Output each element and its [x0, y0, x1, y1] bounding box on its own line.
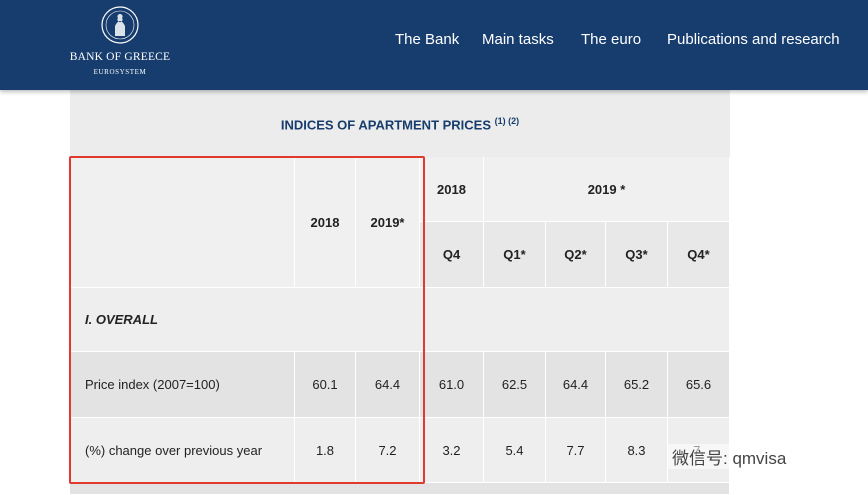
header-cell: Q4* [668, 222, 730, 288]
data-cell: 65.2 [606, 352, 668, 418]
title-notes: (1) (2) [494, 116, 520, 126]
header-cell: 2019* [356, 157, 420, 288]
header-cell [70, 157, 295, 288]
table-row [70, 483, 730, 495]
data-cell: 64.4 [356, 352, 420, 418]
nav-link[interactable]: The euro [581, 31, 642, 48]
nav-link[interactable]: Publications and research [667, 31, 840, 48]
data-cell: 8.3 [606, 418, 668, 483]
header-cell: 2018 [420, 157, 484, 222]
header-cell: Q1* [484, 222, 546, 288]
title-text: INDICES OF APARTMENT PRICES [280, 117, 492, 133]
data-cell: 65.6 [668, 352, 730, 418]
data-cell: 1.8 [295, 418, 356, 483]
header-cell: 2018 [295, 157, 356, 288]
header-cell: Q4 [420, 222, 484, 288]
table-title: INDICES OF APARTMENT PRICES (1) (2) [70, 116, 730, 132]
logo-subtitle: EUROSYSTEM [93, 68, 147, 76]
nav-link[interactable]: Main tasks [482, 31, 554, 48]
data-cell: 60.1 [295, 352, 356, 418]
section-label: I. OVERALL [70, 288, 730, 352]
header-cell: 2019 * [484, 157, 730, 222]
header-cell: Q3* [606, 222, 668, 288]
watermark: 微信号: qmvisa [668, 444, 791, 469]
data-cell: 61.0 [420, 352, 484, 418]
row-label: Price index (2007=100) [70, 352, 295, 418]
data-cell: 64.4 [546, 352, 606, 418]
data-cell: 62.5 [484, 352, 546, 418]
header: BANK OF GREECE EUROSYSTEM The Bank Main … [0, 0, 868, 90]
data-cell: 7.7 [546, 418, 606, 483]
nav-link[interactable]: The Bank [395, 31, 460, 48]
logo-name: BANK OF GREECE [69, 51, 171, 63]
data-cell: 5.4 [484, 418, 546, 483]
logo-emblem [101, 6, 139, 44]
data-cell: 3.2 [420, 418, 484, 483]
highlight-box [69, 156, 425, 484]
header-cell: Q2* [546, 222, 606, 288]
